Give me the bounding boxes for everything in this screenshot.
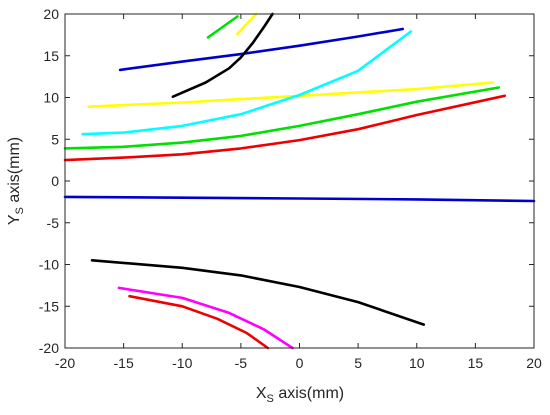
x-tick-label: 5: [354, 355, 362, 371]
series-line-12: [128, 294, 270, 350]
x-tick-label: 20: [526, 355, 542, 371]
x-tick-label: 10: [409, 355, 425, 371]
y-ticks-group: -20 -15 -10 -5 0 5 10 15 20: [39, 6, 534, 356]
y-axis-label: YS axis(mm): [6, 137, 26, 225]
y-tick-label: 20: [43, 6, 59, 22]
series-line-7: [63, 86, 501, 150]
y-tick-label: 15: [43, 48, 59, 64]
series-line-2: [171, 12, 274, 98]
x-ticks-group: -20 -15 -10 -5 0 5 10 15 20: [55, 14, 542, 371]
x-tick-label: 0: [296, 355, 304, 371]
y-tick-label: 5: [51, 131, 59, 147]
y-tick-label: -10: [39, 257, 59, 273]
x-tick-label: -20: [55, 355, 75, 371]
x-tick-label: -5: [235, 355, 248, 371]
y-tick-label: -15: [39, 298, 59, 314]
series-line-3: [206, 15, 239, 39]
series-lines-group: [63, 12, 536, 350]
x-tick-label: 15: [468, 355, 484, 371]
series-line-4: [236, 12, 258, 36]
y-tick-label: -5: [47, 215, 60, 231]
series-line-10: [90, 258, 426, 326]
series-line-6: [81, 30, 413, 136]
series-line-5: [87, 81, 495, 108]
series-line-11: [117, 286, 294, 350]
series-line-1: [118, 27, 405, 72]
x-tick-label: -10: [172, 355, 192, 371]
series-line-8: [63, 94, 507, 162]
series-line-9: [63, 195, 536, 203]
y-tick-label: 0: [51, 173, 59, 189]
x-tick-label: -15: [114, 355, 134, 371]
x-axis-label: XS axis(mm): [256, 385, 344, 405]
y-tick-label: 10: [43, 90, 59, 106]
y-tick-label: -20: [39, 340, 59, 356]
